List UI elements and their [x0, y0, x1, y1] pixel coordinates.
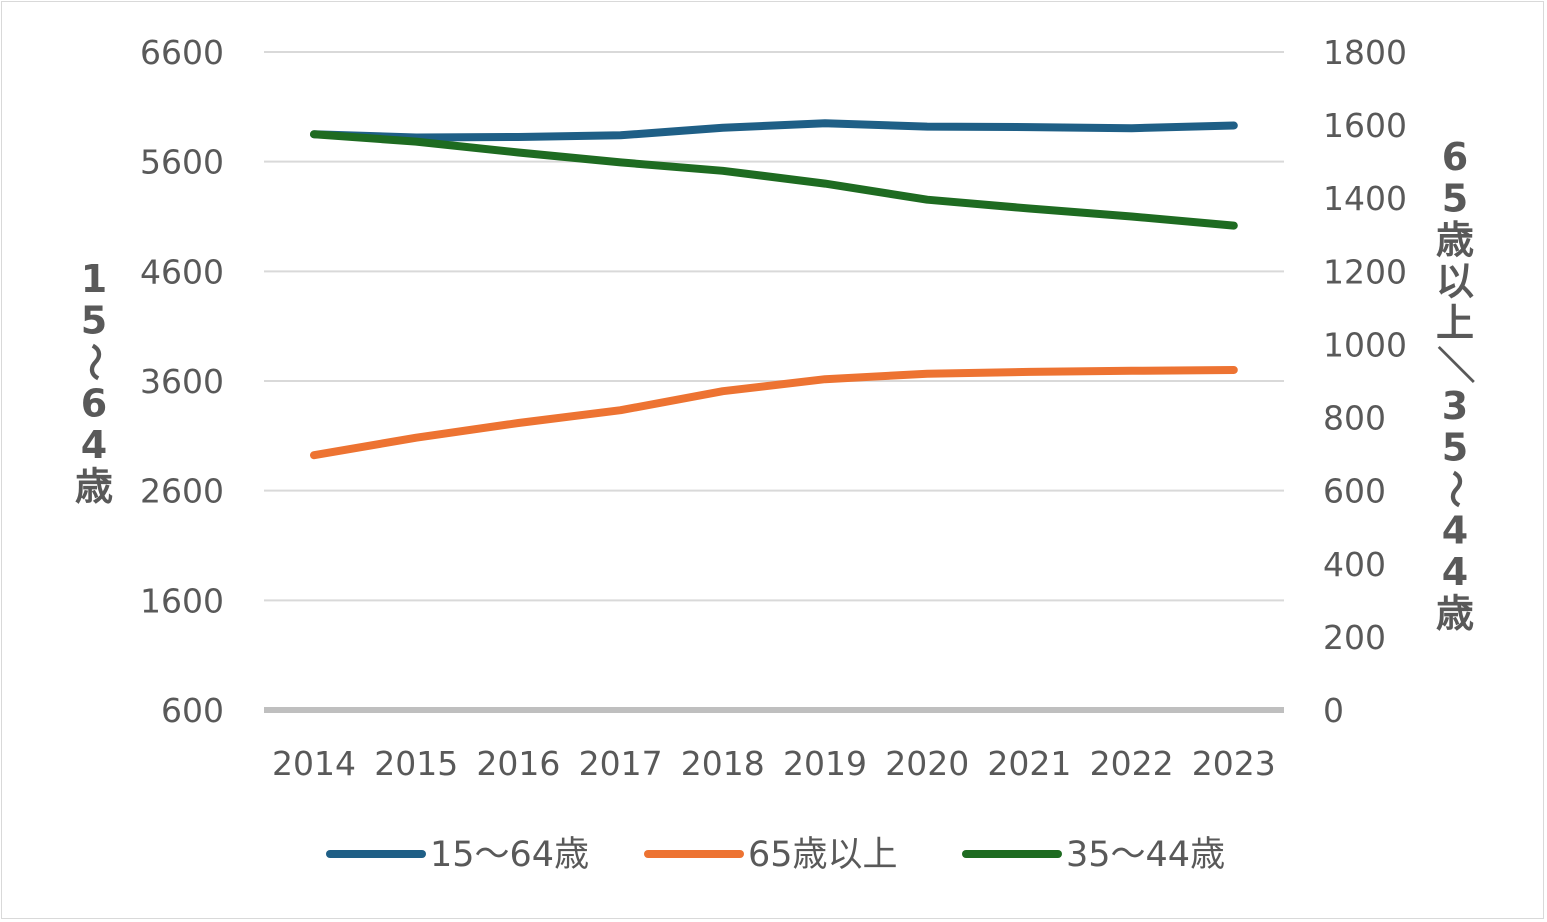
left-tick-label: 4600 — [140, 252, 224, 291]
series-line-1 — [310, 366, 1238, 460]
axis-title-glyph: 〜 — [1433, 470, 1477, 508]
axis-title-glyph: ／ — [1433, 345, 1477, 383]
x-axis-ticks: 2014 2015 2016 2017 2018 2019 2020 2021 2022 2023 — [272, 744, 1276, 783]
x-tick-label: 2017 — [579, 744, 663, 783]
right-tick-label: 1000 — [1323, 325, 1407, 364]
right-axis-title: 6 5 歳以上 3 5 4 4 歳／ 〜 — [1433, 135, 1477, 636]
series-lines — [310, 119, 1238, 460]
right-tick-label: 200 — [1323, 618, 1386, 657]
legend-label-0: 15〜64歳 — [430, 835, 589, 875]
x-tick-label: 2016 — [476, 744, 560, 783]
left-tick-label: 3600 — [140, 362, 224, 401]
left-axis-title: 1 5 6 4 歳〜 — [72, 257, 116, 509]
legend-label-1: 65歳以上 — [748, 835, 898, 875]
series-line-2 — [310, 130, 1238, 230]
x-tick-label: 2018 — [681, 744, 765, 783]
right-tick-label: 1400 — [1323, 179, 1407, 218]
left-tick-label: 2600 — [140, 472, 224, 511]
x-tick-label: 2023 — [1192, 744, 1276, 783]
x-tick-label: 2019 — [783, 744, 867, 783]
right-tick-label: 400 — [1323, 545, 1386, 584]
x-tick-label: 2021 — [987, 744, 1071, 783]
right-tick-label: 1800 — [1323, 33, 1407, 72]
x-tick-label: 2015 — [374, 744, 458, 783]
legend: 15〜64歳 65歳以上 35〜44歳 — [326, 835, 1225, 875]
right-tick-label: 0 — [1323, 691, 1344, 730]
left-tick-label: 1600 — [140, 581, 224, 620]
legend-label-2: 35〜44歳 — [1066, 835, 1225, 875]
right-tick-label: 1200 — [1323, 252, 1407, 291]
gridlines — [264, 51, 1284, 713]
x-tick-label: 2022 — [1090, 744, 1174, 783]
series-line-0 — [310, 119, 1238, 142]
left-tick-label: 5600 — [140, 143, 224, 182]
right-axis-ticks: 0 200 400 600 800 1000 1200 1400 1600 1800 — [1323, 33, 1407, 730]
right-tick-label: 1600 — [1323, 106, 1407, 145]
right-title-text: 6 5 歳以上 3 5 4 4 歳 — [1436, 135, 1474, 636]
axis-title-glyph: 〜 — [72, 343, 116, 381]
x-tick-label: 2014 — [272, 744, 356, 783]
right-tick-label: 600 — [1323, 472, 1386, 511]
left-tick-label: 600 — [161, 691, 224, 730]
left-axis-ticks: 600 1600 2600 3600 4600 5600 6600 — [140, 33, 224, 730]
x-tick-label: 2020 — [885, 744, 969, 783]
right-tick-label: 800 — [1323, 399, 1386, 438]
left-tick-label: 6600 — [140, 33, 224, 72]
